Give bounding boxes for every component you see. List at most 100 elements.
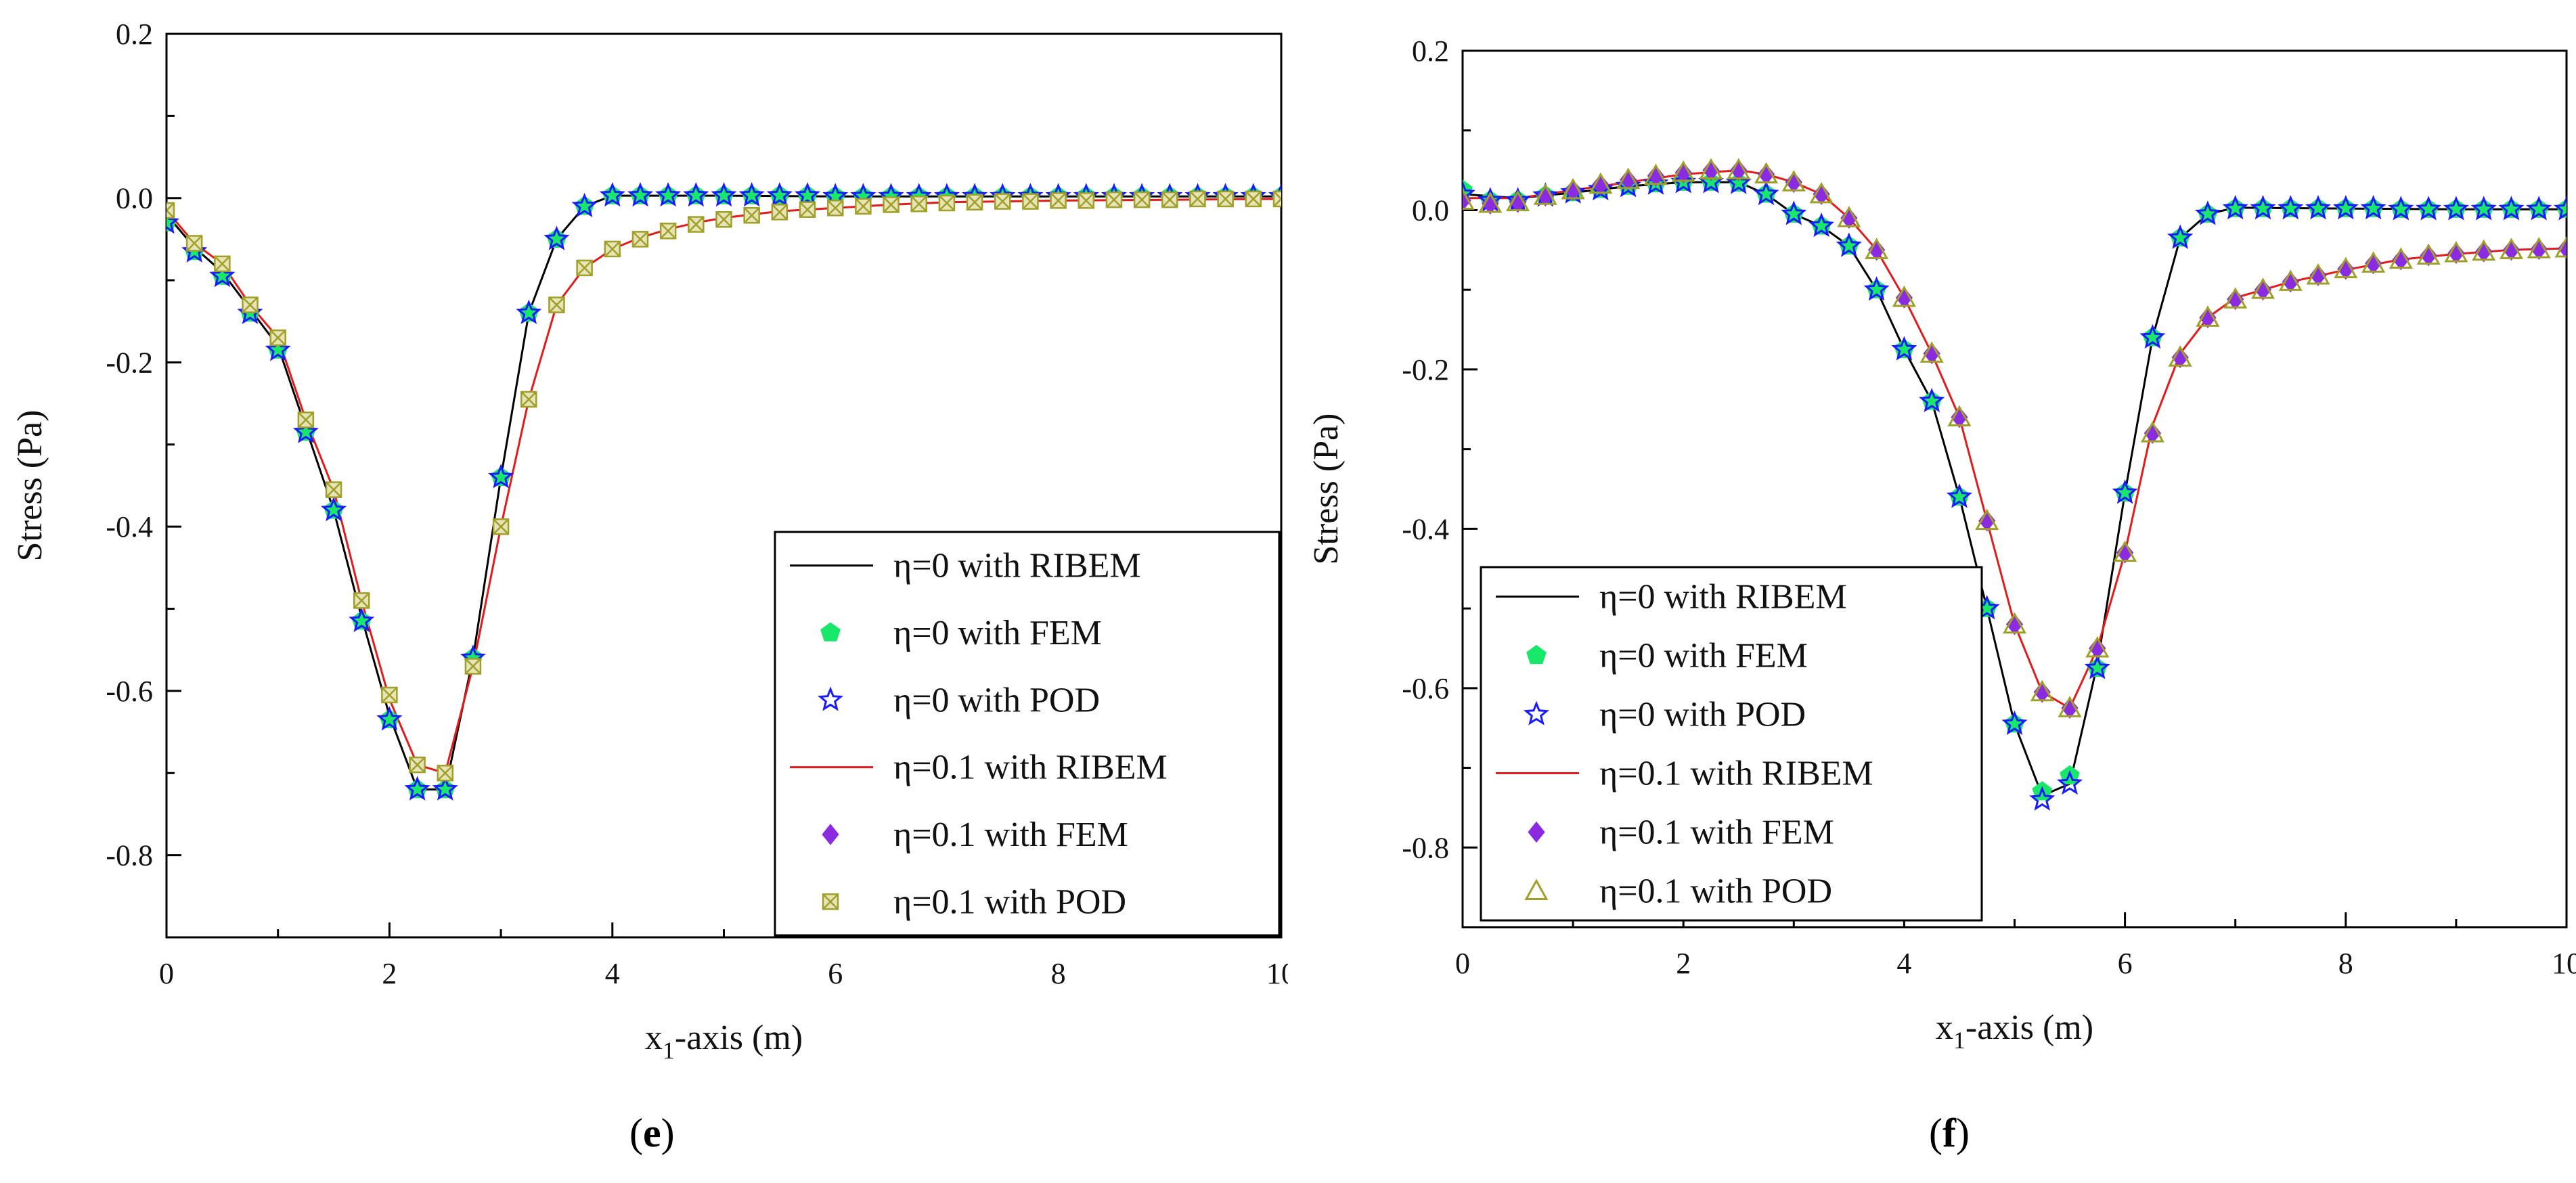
- data-point-eta-0_1-with-pod: [1133, 191, 1151, 208]
- data-point-eta-0-with-pod: [571, 192, 598, 218]
- data-point-eta-0-with-pod: [1725, 169, 1752, 194]
- data-point-eta-0-with-pod: [2305, 195, 2332, 220]
- data-point-eta-0-with-pod: [794, 182, 821, 207]
- data-point-eta-0-with-pod: [2498, 196, 2525, 221]
- data-point-eta-0-with-pod: [2084, 654, 2110, 679]
- data-point-eta-0_1-with-pod: [437, 765, 453, 782]
- data-point-eta-0_1-with-pod: [297, 411, 315, 428]
- data-point-eta-0_1-with-pod: [883, 196, 900, 213]
- data-point-eta-0_1-with-pod: [2472, 239, 2496, 261]
- data-point-eta-0_1-with-pod: [1561, 177, 1585, 200]
- data-point-eta-0_1-with-pod: [2113, 540, 2137, 562]
- data-point-eta-0_1-with-fem: [1564, 179, 1582, 201]
- data-point-eta-0-with-pod: [2470, 196, 2497, 221]
- data-point-eta-0_1-with-fem: [2392, 248, 2410, 271]
- data-point-eta-0-with-pod: [1919, 387, 1945, 413]
- data-point-eta-0_1-with-fem: [2309, 265, 2327, 286]
- data-point-eta-0-with-pod: [516, 299, 542, 324]
- data-point-eta-0_1-with-fem: [1923, 342, 1940, 365]
- data-point-eta-0_1-with-pod: [1272, 190, 1281, 208]
- data-point-eta-0-with-pod: [2443, 196, 2469, 221]
- data-point-eta-0_1-with-fem: [2364, 252, 2382, 275]
- data-point-eta-0-with-pod: [2250, 195, 2276, 220]
- data-point-eta-0_1-with-pod: [1643, 163, 1668, 185]
- legend-swatch-eta-0_1-with-pod: [1524, 878, 1549, 900]
- data-point-eta-0_1-with-pod: [1245, 190, 1262, 208]
- x-tick-label: 10: [2552, 947, 2576, 980]
- data-point-eta-0_1-with-pod: [548, 296, 565, 313]
- x-tick-label: 2: [1676, 947, 1691, 980]
- data-point-eta-0-with-pod: [1946, 483, 1973, 508]
- data-point-eta-0_1-with-pod: [166, 202, 175, 219]
- data-point-eta-0-with-pod: [488, 464, 514, 489]
- data-point-eta-0_1-with-pod: [2085, 635, 2110, 658]
- data-point-eta-0-with-pod: [209, 262, 236, 288]
- data-point-eta-0-with-pod: [2526, 196, 2552, 221]
- x-tick-label: 8: [1051, 957, 1066, 990]
- data-point-eta-0_1-with-pod: [1078, 192, 1095, 209]
- legend-box: [1480, 566, 1983, 922]
- caption-f: (f): [1929, 1111, 1970, 1155]
- data-point-eta-0_1-with-pod: [855, 198, 872, 215]
- data-point-eta-0-with-pod: [265, 336, 291, 361]
- data-point-eta-0_1-with-pod: [2223, 287, 2248, 309]
- x-tick-label: 2: [382, 957, 397, 990]
- data-point-eta-0_1-with-pod: [1050, 192, 1067, 209]
- data-point-eta-0_1-with-fem: [1895, 287, 1913, 309]
- legend-swatch-eta-0_1-with-fem: [822, 824, 839, 845]
- x-tick-label: 0: [159, 957, 174, 990]
- data-point-eta-0_1-with-fem: [2199, 307, 2217, 329]
- legend-swatch-eta-0-with-pod: [1523, 700, 1550, 726]
- data-point-eta-0_1-with-pod: [1022, 193, 1039, 210]
- data-point-eta-0_1-with-pod: [743, 206, 760, 224]
- data-point-eta-0_1-with-fem: [1592, 173, 1609, 196]
- legend-label: η=0.1 with FEM: [893, 816, 1128, 854]
- data-point-eta-0_1-with-pod: [1947, 405, 1972, 427]
- data-point-eta-0_1-with-pod: [1837, 206, 1861, 227]
- legend-label: η=0 with FEM: [893, 614, 1102, 652]
- x-tick-label: 4: [1896, 947, 1911, 980]
- data-point-eta-0_1-with-fem: [1978, 510, 1996, 532]
- data-point-eta-0-with-pod: [2194, 200, 2221, 225]
- data-point-eta-0_1-with-fem: [2475, 240, 2493, 263]
- data-point-eta-0_1-with-fem: [1785, 171, 1802, 194]
- data-point-eta-0_1-with-pod: [1699, 158, 1723, 180]
- y-tick-label: -0.8: [106, 839, 153, 872]
- data-point-eta-0-with-pod: [2553, 196, 2567, 221]
- data-point-eta-0_1-with-pod: [1506, 189, 1530, 212]
- data-point-eta-0_1-with-fem: [1813, 183, 1830, 205]
- data-point-eta-0_1-with-pod: [938, 194, 956, 212]
- data-point-eta-0_1-with-pod: [492, 518, 510, 535]
- data-point-eta-0_1-with-pod: [2444, 240, 2468, 263]
- x-axis-label: x1-axis (m): [645, 1019, 803, 1064]
- y-axis-label: Stress (Pa): [11, 410, 49, 562]
- data-point-eta-0_1-with-pod: [269, 329, 286, 347]
- data-point-eta-0_1-with-fem: [1674, 162, 1692, 183]
- data-point-eta-0_1-with-pod: [1463, 188, 1475, 210]
- legend-label: η=0.1 with POD: [893, 883, 1126, 921]
- data-point-eta-0_1-with-fem: [2227, 288, 2244, 311]
- data-point-eta-0-with-pod: [2112, 479, 2138, 504]
- data-point-eta-0_1-with-fem: [2254, 279, 2272, 300]
- data-point-eta-0_1-with-pod: [994, 193, 1011, 210]
- data-point-eta-0_1-with-fem: [2005, 613, 2024, 635]
- data-point-eta-0_1-with-fem: [1647, 165, 1665, 187]
- legend-swatch-eta-0_1-with-fem: [1528, 821, 1545, 843]
- data-point-eta-0_1-with-fem: [1730, 159, 1748, 181]
- data-point-eta-0_1-with-fem: [1951, 406, 1968, 428]
- data-point-eta-0-with-pod: [2167, 224, 2194, 249]
- data-point-eta-0_1-with-pod: [2030, 679, 2054, 702]
- data-point-eta-0_1-with-pod: [1865, 238, 1889, 259]
- legend-label: η=0 with FEM: [1599, 637, 1808, 675]
- data-point-eta-0_1-with-fem: [1620, 169, 1637, 191]
- data-point-eta-0_1-with-pod: [1919, 341, 1944, 363]
- legend-label: η=0 with RIBEM: [1599, 578, 1847, 617]
- plot-area: [166, 182, 1281, 801]
- legend: η=0 with RIBEM η=0 with FEM η=0 with POD η=…: [1480, 566, 1983, 922]
- data-point-eta-0_1-with-pod: [2416, 243, 2441, 265]
- data-point-eta-0-with-pod: [1863, 276, 1890, 301]
- data-point-eta-0_1-with-pod: [1754, 162, 1779, 183]
- data-point-eta-0_1-with-pod: [2140, 421, 2164, 443]
- caption-e: (e): [629, 1111, 675, 1155]
- data-point-eta-0_1-with-pod: [2389, 247, 2413, 269]
